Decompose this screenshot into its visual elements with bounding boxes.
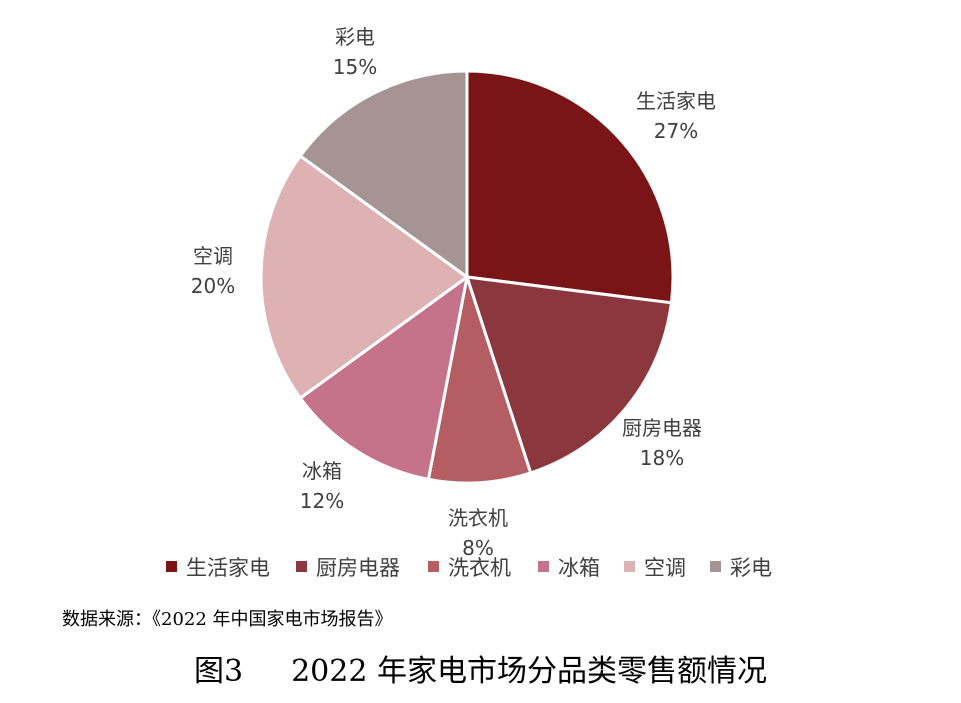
legend-label-6: 彩电 xyxy=(730,556,772,580)
slice-label-2: 厨房电器 18% xyxy=(622,416,702,470)
slice-label-1: 生活家电 27% xyxy=(636,89,716,143)
pie-slice-3 xyxy=(426,275,533,485)
figure-caption: 图3 2022 年家电市场分品类零售额情况 xyxy=(0,646,961,690)
figure-title: 2022 年家电市场分品类零售额情况 xyxy=(291,654,767,689)
slice-label-6: 彩电 15% xyxy=(333,25,377,79)
slice-label-3: 洗衣机 8% xyxy=(448,506,508,560)
pie-slice-4 xyxy=(298,275,469,481)
pie-slice-6 xyxy=(298,69,469,279)
legend-swatch-4 xyxy=(538,561,549,572)
slice-label-5: 空调 20% xyxy=(191,244,235,298)
legend-swatch-6 xyxy=(710,561,721,572)
slice-labels: 生活家电 27% 厨房电器 18% 洗衣机 8% 冰箱 12% 空调 20% 彩电 15% xyxy=(191,25,716,560)
legend-swatch-3 xyxy=(428,561,439,572)
legend-label-2: 厨房电器 xyxy=(316,556,400,580)
legend-swatch-2 xyxy=(296,561,307,572)
legend-swatch-5 xyxy=(624,561,635,572)
pie-slice-2 xyxy=(465,275,673,475)
figure-number: 图3 xyxy=(194,654,244,689)
legend-swatch-1 xyxy=(166,561,177,572)
legend-label-3: 洗衣机 xyxy=(448,556,511,580)
legend-label-1: 生活家电 xyxy=(186,556,270,580)
legend-label-5: 空调 xyxy=(644,556,686,580)
slice-label-4: 冰箱 12% xyxy=(300,459,344,513)
pie-slice-5 xyxy=(259,154,469,400)
source-note: 数据来源：《2022 年中国家电市场报告》 xyxy=(62,609,393,630)
legend-label-4: 冰箱 xyxy=(558,556,600,580)
legend: 生活家电 厨房电器 洗衣机 冰箱 空调 彩电 xyxy=(166,556,772,580)
pie-slices xyxy=(259,69,675,485)
pie-slice-1 xyxy=(465,69,675,305)
pie-chart: 生活家电 27% 厨房电器 18% 洗衣机 8% 冰箱 12% 空调 20% 彩电 15% 生活家电 厨… xyxy=(166,25,772,580)
